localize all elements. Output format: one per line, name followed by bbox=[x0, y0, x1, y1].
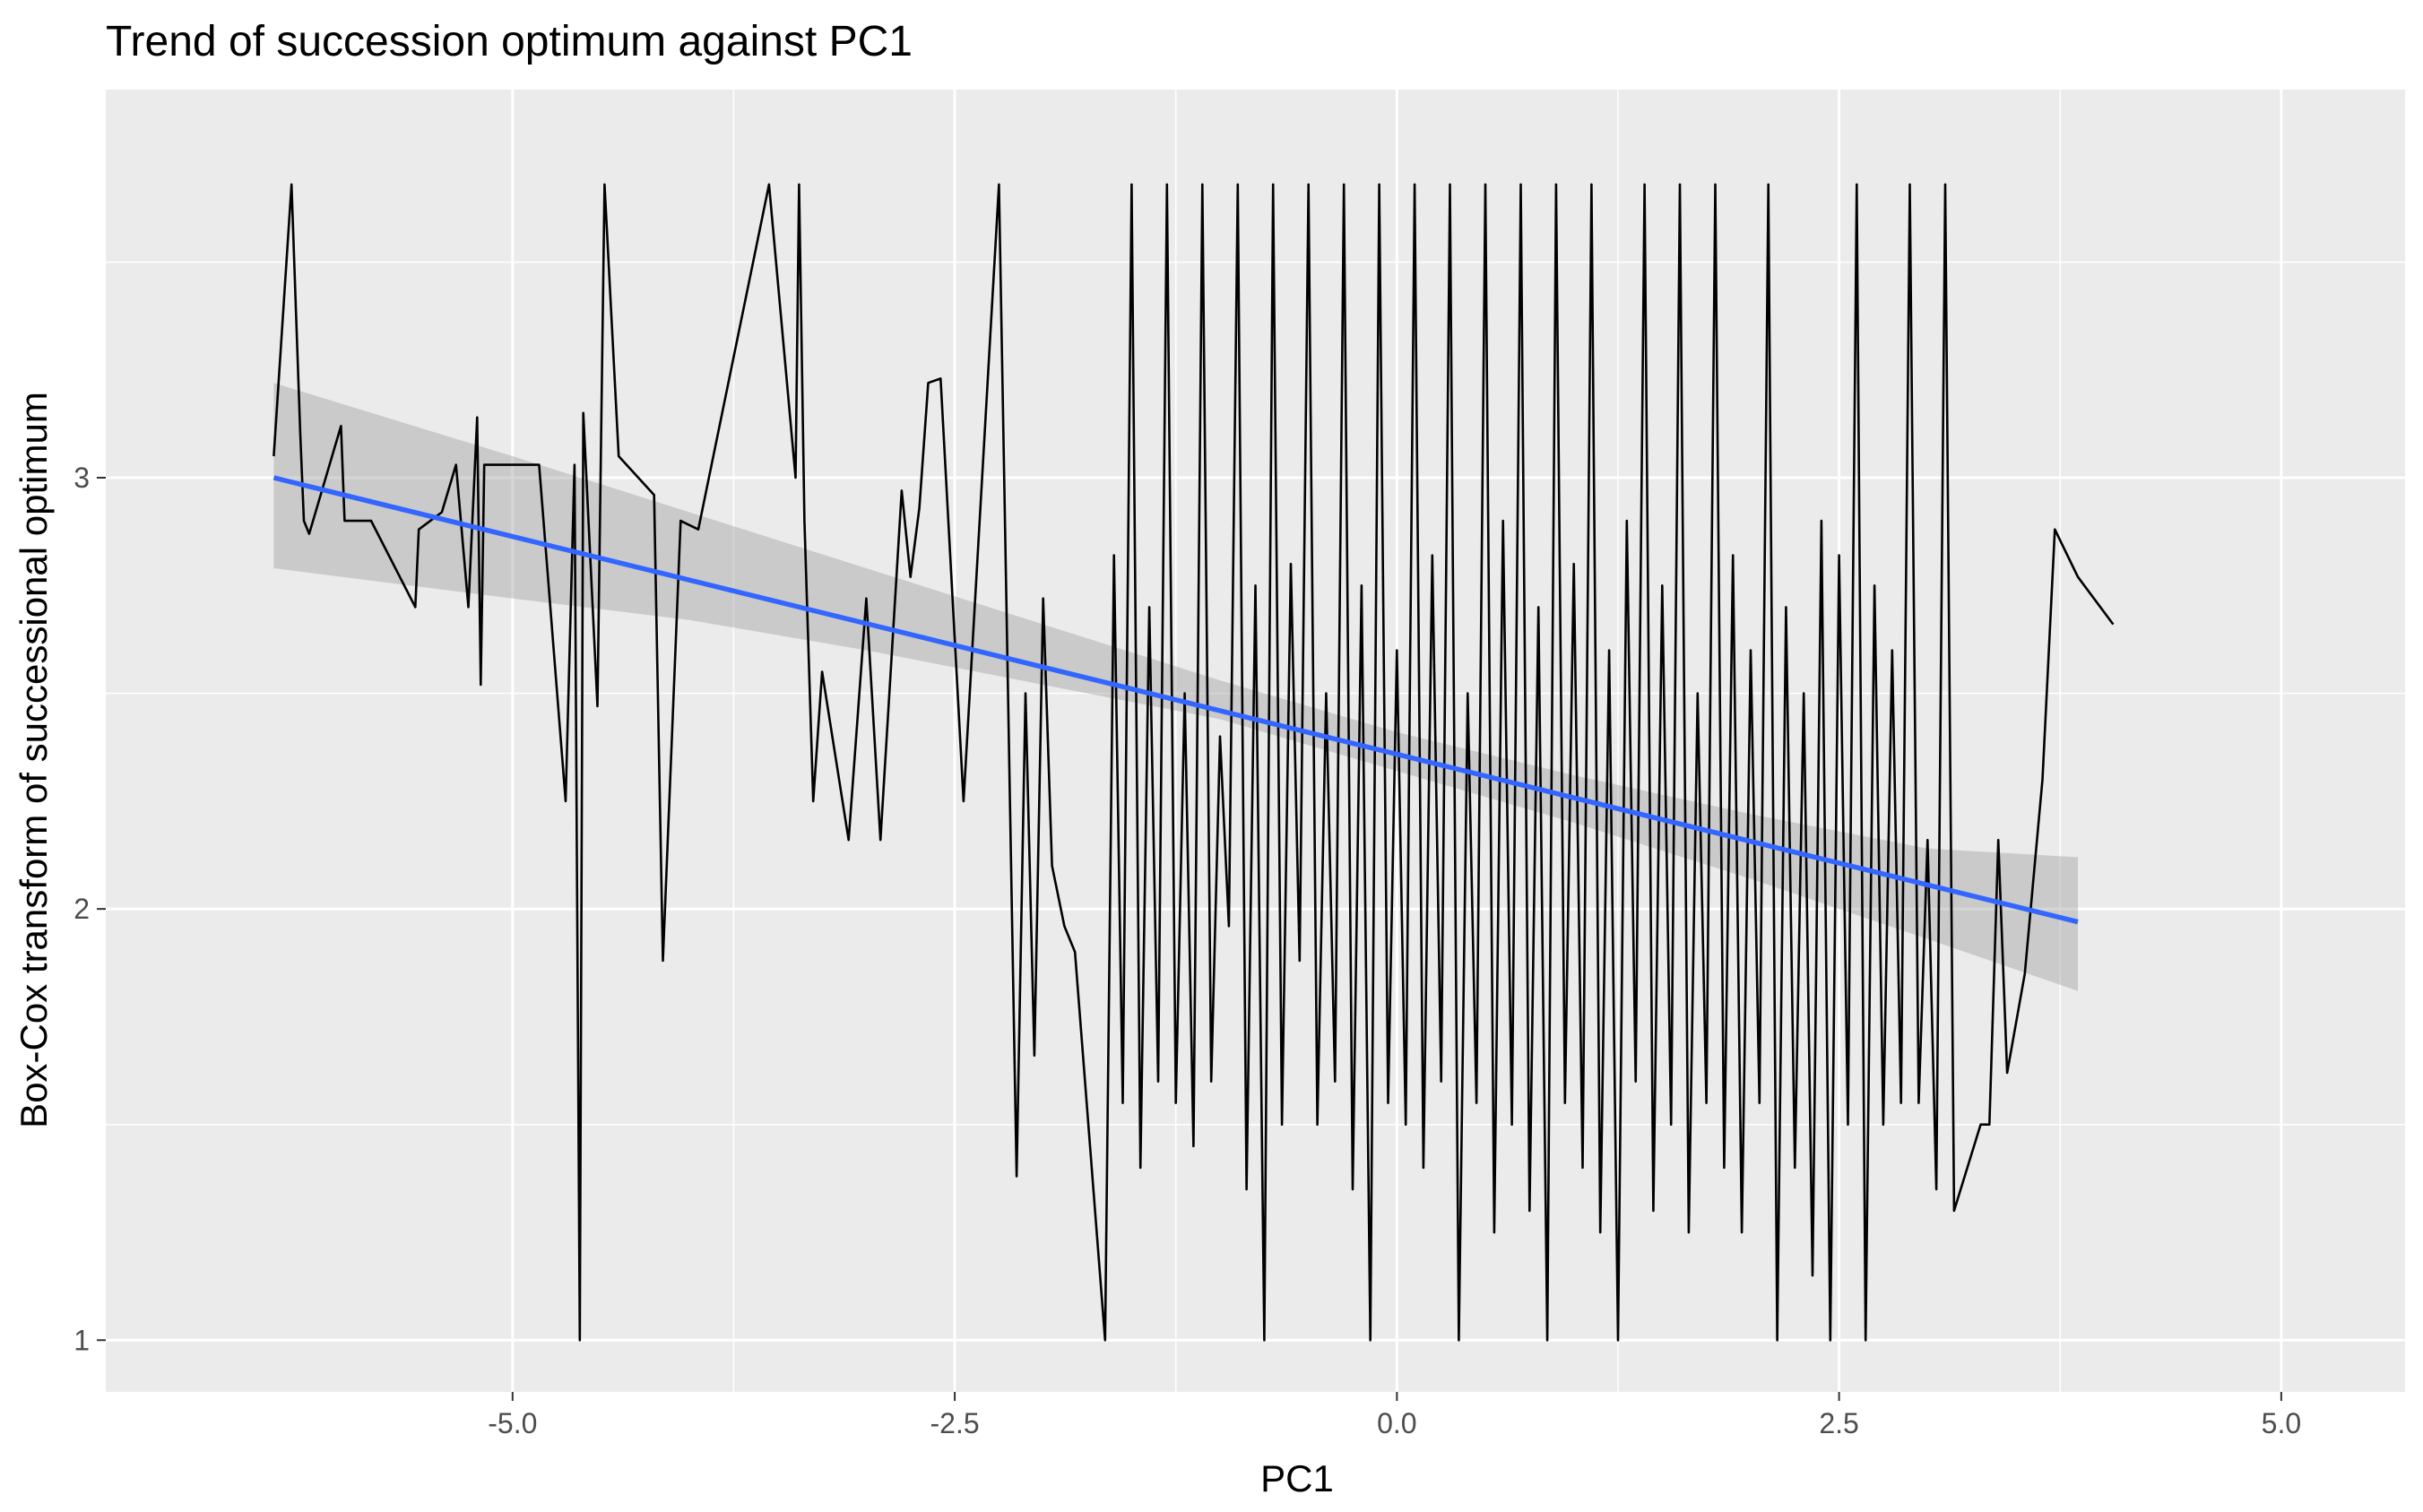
minor-grid bbox=[106, 90, 2405, 1392]
confidence-band bbox=[273, 383, 2078, 991]
data-series-group bbox=[273, 183, 2115, 1342]
major-grid bbox=[106, 90, 2405, 1392]
chart-title: Trend of succession optimum against PC1 bbox=[106, 18, 913, 65]
plot-panel bbox=[106, 90, 2405, 1392]
x-tick-label: 5.0 bbox=[2262, 1407, 2301, 1439]
x-tick-label: 2.5 bbox=[1819, 1407, 1858, 1439]
y-axis-title: Box-Cox transform of successional optimu… bbox=[13, 392, 55, 1128]
x-tick-label: 0.0 bbox=[1377, 1407, 1416, 1439]
y-tick-label: 3 bbox=[74, 462, 90, 494]
x-tick-label: -2.5 bbox=[930, 1407, 980, 1439]
y-tick-label: 1 bbox=[74, 1324, 90, 1356]
regression-line-group bbox=[273, 475, 2079, 925]
confidence-band-group bbox=[273, 383, 2078, 991]
x-axis-ticks: -5.0 -2.5 0.0 2.5 5.0 bbox=[488, 1392, 2301, 1439]
y-tick-label: 2 bbox=[74, 893, 90, 925]
y-axis-ticks: 1 2 3 bbox=[74, 462, 106, 1356]
x-tick-label: -5.0 bbox=[488, 1407, 537, 1439]
regression-line bbox=[273, 475, 2079, 925]
x-axis-title: PC1 bbox=[1260, 1457, 1334, 1499]
data-series-line bbox=[273, 183, 2115, 1342]
